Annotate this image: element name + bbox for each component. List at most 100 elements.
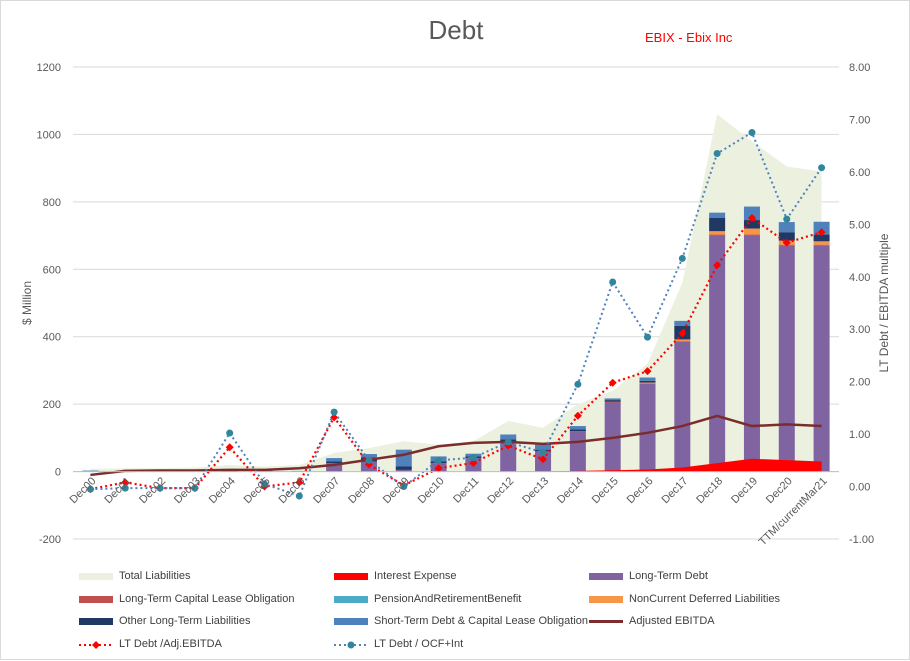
marker-lt-debt-adj-ebitda [782,238,791,247]
marker-lt-debt-ocf-int [435,456,443,464]
bar-short-term-debt-capital-lease-obligation [326,458,343,462]
bar-long-term-capital-lease-obligation [639,383,656,384]
marker-lt-debt-ocf-int [261,480,268,488]
y-axis-label: $ Million [20,281,34,325]
marker-lt-debt-adj-ebitda [573,411,582,420]
y-tick-label: 600 [43,264,61,276]
y2-tick-label: 5.00 [849,219,870,231]
marker-lt-debt-ocf-int [783,215,791,223]
marker-lt-debt-ocf-int [678,254,686,262]
marker-lt-debt-adj-ebitda [817,228,826,237]
x-tick-label: Dec08 [346,475,377,506]
y2-tick-label: 8.00 [849,62,870,74]
bar-short-term-debt-capital-lease-obligation [535,444,552,450]
x-tick-label: Dec19 [729,475,760,506]
y2-tick-label: 3.00 [849,324,870,336]
bar-long-term-debt [743,235,760,472]
x-tick-label: Dec04 [207,475,238,506]
bar-noncurrent-deferred-liabilities [743,228,760,235]
x-tick-label: Dec06 [276,475,307,506]
line-adjusted-ebitda [90,414,822,477]
x-tick-label: Dec03 [172,475,203,506]
y-tick-label: 1200 [37,62,61,74]
bar-short-term-debt-capital-lease-obligation [360,454,377,458]
bar-long-term-debt [778,245,795,472]
marker-lt-debt-ocf-int [226,429,234,437]
marker-lt-debt-ocf-int [86,485,94,493]
marker-lt-debt-adj-ebitda [121,478,130,487]
interest-expense-area [90,458,822,472]
x-tick-label: Dec01 [102,475,133,506]
marker-lt-debt-ocf-int [748,129,756,137]
bar-other-long-term-liabilities [743,220,760,229]
x-tick-label: Dec00 [68,475,99,506]
bar-noncurrent-deferred-liabilities [639,382,656,384]
x-tick-label: Dec15 [590,475,621,506]
marker-lt-debt-ocf-int [539,448,547,456]
total-liabilities-area [90,114,822,472]
marker-lt-debt-adj-ebitda [295,478,304,487]
x-tick-label: Dec07 [311,475,342,506]
marker-lt-debt-ocf-int [295,492,303,500]
x-tick-label: Dec11 [451,475,481,505]
marker-lt-debt-ocf-int [818,164,826,172]
bar-noncurrent-deferred-liabilities [674,339,691,342]
y-tick-label: 0 [55,467,61,479]
y2-tick-label: 0.00 [849,482,870,494]
bar-short-term-debt-capital-lease-obligation [709,212,726,218]
chart-title: Debt [429,15,485,45]
bar-short-term-debt-capital-lease-obligation [82,470,99,472]
bar-long-term-debt [326,463,343,472]
bar-long-term-debt [709,235,726,472]
bar-long-term-debt [395,469,412,472]
marker-lt-debt-adj-ebitda [713,261,722,270]
marker-lt-debt-ocf-int [330,408,338,416]
marker-lt-debt-ocf-int [609,278,617,286]
bar-short-term-debt-capital-lease-obligation [604,398,621,401]
marker-lt-debt-ocf-int [156,484,164,492]
bar-other-long-term-liabilities [639,380,656,383]
marker-lt-debt-ocf-int [644,333,651,341]
bar-short-term-debt-capital-lease-obligation [569,426,586,430]
x-tick-label: Dec14 [555,475,586,506]
bar-noncurrent-deferred-liabilities [813,241,830,245]
x-tick-label: Dec18 [694,475,725,506]
marker-lt-debt-adj-ebitda [225,443,234,452]
x-tick-label: Dec02 [137,475,168,506]
marker-lt-debt-ocf-int [121,484,129,492]
marker-lt-debt-adj-ebitda [608,378,617,387]
bar-other-long-term-liabilities [813,234,830,242]
marker-lt-debt-ocf-int [504,438,512,446]
y2-tick-label: 7.00 [849,114,870,126]
marker-lt-debt-adj-ebitda [434,464,443,473]
bar-other-long-term-liabilities [778,232,795,241]
line-lt-debt-ocf-int [90,131,823,498]
x-tick-label: Dec20 [764,475,795,506]
bar-long-term-debt [569,431,586,472]
bar-short-term-debt-capital-lease-obligation [778,222,795,233]
bar-other-long-term-liabilities [395,466,412,470]
bar-long-term-capital-lease-obligation [604,401,621,403]
bar-other-long-term-liabilities [604,400,621,402]
marker-lt-debt-ocf-int [469,454,477,462]
y2-tick-label: 2.00 [849,377,870,389]
bar-short-term-debt-capital-lease-obligation [500,434,517,440]
bar-other-long-term-liabilities [709,217,726,232]
bar-short-term-debt-capital-lease-obligation [813,221,830,235]
bar-short-term-debt-capital-lease-obligation [743,206,760,221]
marker-lt-debt-adj-ebitda [469,458,478,467]
bar-long-term-debt [813,245,830,472]
bar-noncurrent-deferred-liabilities [709,231,726,235]
x-tick-label: Dec17 [659,475,690,506]
y-tick-label: 1000 [37,129,61,141]
y-tick-label: 800 [43,197,61,209]
line-lt-debt-adj-ebitda [90,216,822,491]
bar-long-term-debt [500,441,517,472]
y2-tick-label: 6.00 [849,167,870,179]
marker-lt-debt-adj-ebitda [643,367,652,376]
marker-lt-debt-adj-ebitda [678,329,687,338]
x-tick-label: Dec10 [416,475,447,506]
marker-lt-debt-ocf-int [574,380,582,388]
